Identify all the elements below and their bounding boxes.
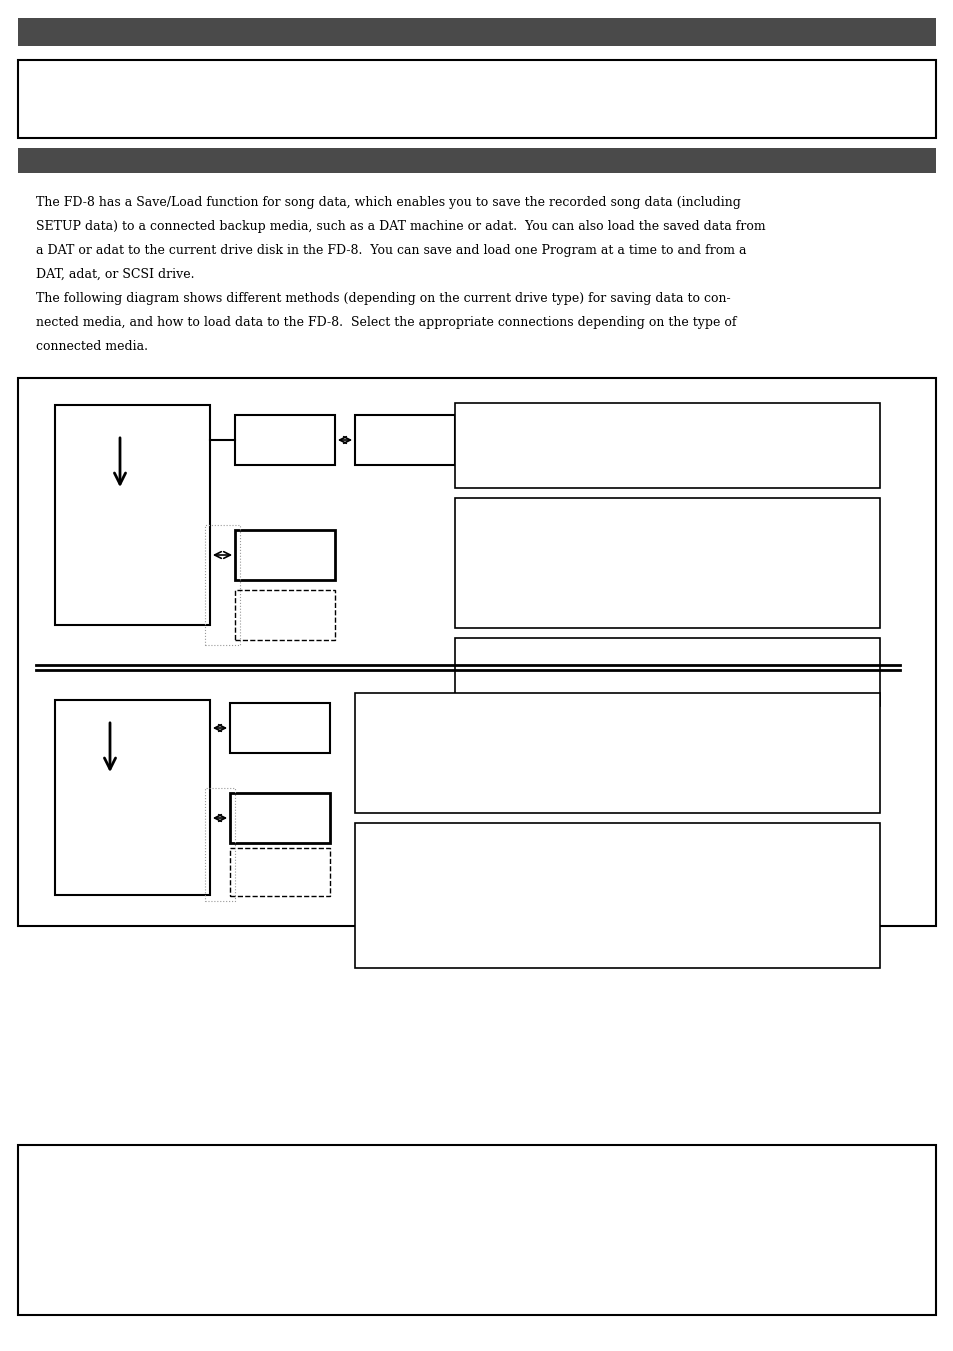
Text: connected media.: connected media. (36, 340, 148, 353)
Text: SETUP data) to a connected backup media, such as a DAT machine or adat.  You can: SETUP data) to a connected backup media,… (36, 220, 765, 232)
Bar (230, 848, 330, 896)
Bar (18, 1146, 935, 1315)
Text: nected media, and how to load data to the FD-8.  Select the appropriate connecti: nected media, and how to load data to th… (36, 316, 736, 330)
Bar (230, 703, 330, 753)
Bar (18, 59, 935, 138)
Bar (355, 823, 879, 969)
Bar (355, 415, 455, 465)
Bar (205, 788, 234, 901)
Text: The FD-8 has a Save/Load function for song data, which enables you to save the r: The FD-8 has a Save/Load function for so… (36, 196, 740, 209)
Text: a DAT or adat to the current drive disk in the FD-8.  You can save and load one : a DAT or adat to the current drive disk … (36, 245, 745, 257)
Bar (234, 530, 335, 580)
Bar (355, 693, 879, 813)
Bar (455, 403, 879, 488)
Bar (234, 590, 335, 640)
Bar (205, 526, 240, 644)
Bar (18, 18, 935, 46)
Bar (455, 638, 879, 707)
Bar (18, 378, 935, 925)
Bar (455, 499, 879, 628)
Bar (234, 415, 335, 465)
Bar (18, 149, 935, 173)
Text: DAT, adat, or SCSI drive.: DAT, adat, or SCSI drive. (36, 267, 194, 281)
Bar (55, 700, 210, 894)
Text: The following diagram shows different methods (depending on the current drive ty: The following diagram shows different me… (36, 292, 730, 305)
Bar (230, 793, 330, 843)
Bar (55, 405, 210, 626)
